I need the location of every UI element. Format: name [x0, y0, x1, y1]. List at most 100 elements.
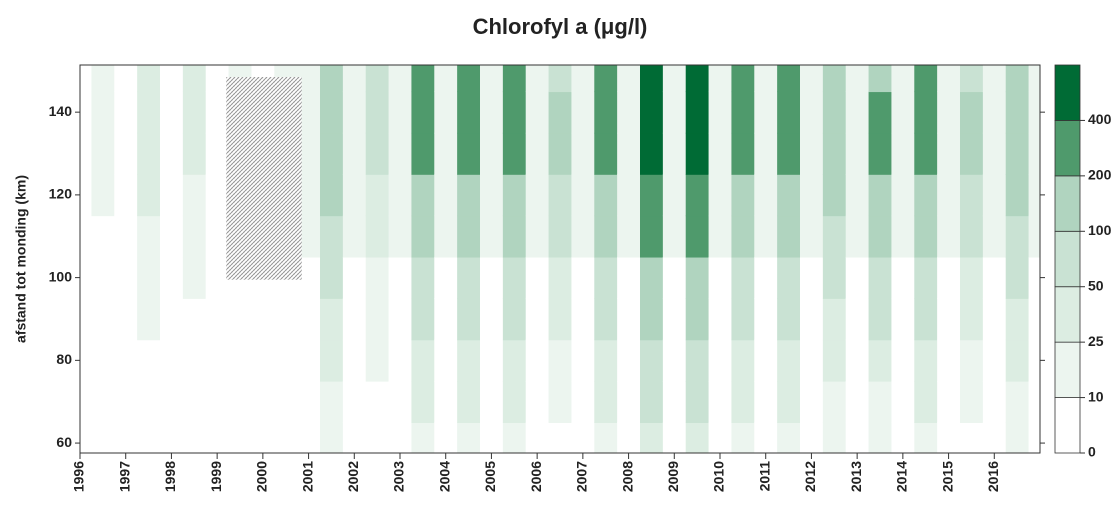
- contour-cell: [502, 215, 527, 258]
- contour-cell: [365, 339, 390, 382]
- contour-cell: [160, 65, 184, 93]
- contour-cell: [685, 65, 710, 93]
- contour-cell: [822, 422, 847, 453]
- contour-cell: [297, 132, 321, 175]
- contour-cell: [137, 422, 161, 453]
- contour-cell: [868, 381, 893, 423]
- no-data-area: [226, 76, 302, 280]
- contour-cell: [434, 256, 458, 299]
- contour-cell: [982, 381, 1007, 423]
- contour-cell: [891, 298, 915, 341]
- contour-cell: [960, 256, 984, 299]
- x-tick-label: 1999: [208, 461, 224, 492]
- contour-cell: [114, 91, 138, 134]
- x-tick-label: 1996: [71, 461, 87, 492]
- contour-cell: [182, 65, 207, 93]
- x-tick-label: 2009: [665, 461, 681, 492]
- contour-cell: [480, 215, 504, 258]
- contour-cell: [845, 422, 870, 453]
- contour-cell: [80, 422, 93, 453]
- contour-cell: [754, 256, 778, 299]
- contour-cell: [731, 132, 755, 175]
- contour-cell: [662, 91, 687, 134]
- contour-cell: [388, 174, 413, 217]
- contour-cell: [502, 422, 527, 453]
- colorbar-swatch: [1054, 120, 1081, 177]
- contour-cell: [571, 132, 595, 175]
- contour-cell: [365, 91, 390, 134]
- contour-cell: [1028, 298, 1040, 341]
- contour-cell: [1028, 91, 1040, 134]
- contour-cell: [182, 298, 207, 341]
- contour-cell: [251, 339, 275, 382]
- contour-cell: [342, 91, 367, 134]
- contour-cell: [640, 339, 664, 382]
- contour-cell: [365, 215, 390, 258]
- colorbar-swatch: [1054, 286, 1081, 343]
- contour-cell: [342, 298, 367, 341]
- contour-cell: [251, 298, 275, 341]
- contour-cell: [525, 422, 550, 453]
- contour-cell: [617, 422, 641, 453]
- contour-cell: [548, 91, 573, 134]
- contour-cell: [480, 298, 504, 341]
- contour-cell: [1005, 65, 1030, 93]
- contour-cell: [137, 339, 161, 382]
- contour-cell: [160, 91, 184, 134]
- contour-cell: [480, 65, 504, 93]
- contour-cell: [91, 381, 115, 423]
- contour-cell: [457, 256, 481, 299]
- contour-cell: [274, 339, 298, 382]
- chart-title: Chlorofyl a (μg/l): [473, 14, 648, 39]
- contour-cell: [1005, 91, 1030, 134]
- contour-cell: [708, 132, 733, 175]
- x-tick-label: 2000: [254, 461, 270, 492]
- contour-cell: [685, 256, 710, 299]
- contour-cell: [228, 422, 253, 453]
- contour-cell: [845, 65, 870, 93]
- contour-cell: [274, 298, 298, 341]
- contour-cell: [297, 256, 321, 299]
- contour-cell: [297, 381, 321, 423]
- contour-cell: [845, 174, 870, 217]
- contour-cell: [114, 298, 138, 341]
- contour-cell: [731, 381, 755, 423]
- contour-cell: [800, 132, 824, 175]
- x-tick-label: 2011: [756, 461, 772, 492]
- contour-cell: [251, 422, 275, 453]
- contour-cell: [320, 298, 344, 341]
- contour-cell: [777, 91, 801, 134]
- y-tick-label: 60: [56, 434, 72, 450]
- contour-cell: [320, 215, 344, 258]
- contour-cell: [182, 381, 207, 423]
- contour-cell: [800, 215, 824, 258]
- contour-cell: [845, 298, 870, 341]
- contour-cell: [708, 339, 733, 382]
- contour-cell: [1028, 422, 1040, 453]
- contour-cell: [822, 339, 847, 382]
- contour-cell: [845, 339, 870, 382]
- contour-cell: [845, 381, 870, 423]
- contour-cell: [800, 174, 824, 217]
- contour-cell: [411, 174, 435, 217]
- contour-cell: [182, 215, 207, 258]
- contour-cell: [205, 339, 230, 382]
- contour-cell: [502, 65, 527, 93]
- contour-cell: [320, 91, 344, 134]
- colorbar-swatch: [1054, 64, 1081, 121]
- contour-cell: [525, 381, 550, 423]
- contour-cell: [800, 381, 824, 423]
- contour-cell: [160, 298, 184, 341]
- contour-cell: [365, 298, 390, 341]
- contour-cell: [914, 65, 938, 93]
- contour-cell: [80, 65, 93, 93]
- contour-cell: [80, 132, 93, 175]
- contour-cell: [662, 381, 687, 423]
- contour-cell: [91, 422, 115, 453]
- contour-cell: [182, 91, 207, 134]
- contour-cell: [502, 174, 527, 217]
- contour-cell: [708, 298, 733, 341]
- contour-cell: [731, 215, 755, 258]
- contour-cell: [205, 256, 230, 299]
